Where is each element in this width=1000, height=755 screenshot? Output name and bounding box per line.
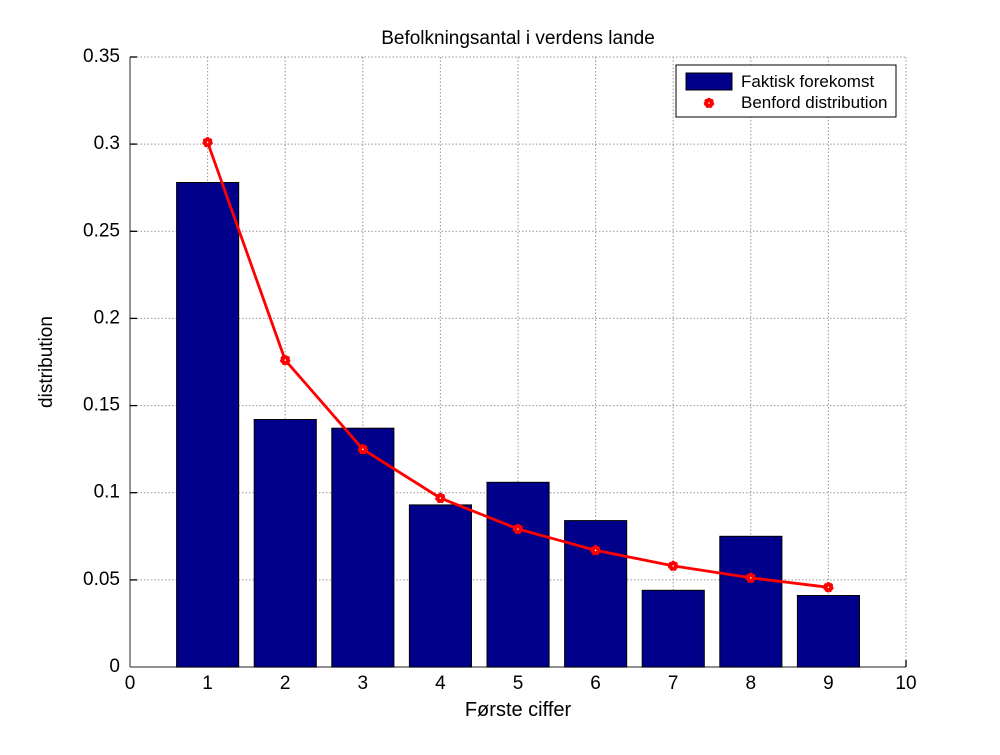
svg-text:6: 6 (590, 673, 601, 694)
svg-text:Benford distribution: Benford distribution (741, 93, 887, 112)
svg-text:0.3: 0.3 (94, 133, 120, 154)
svg-text:9: 9 (823, 673, 834, 694)
svg-text:7: 7 (668, 673, 679, 694)
svg-text:distribution: distribution (36, 316, 57, 408)
svg-text:0.15: 0.15 (83, 395, 120, 416)
svg-text:0.2: 0.2 (94, 307, 120, 328)
svg-text:8: 8 (746, 673, 757, 694)
svg-text:4: 4 (435, 673, 446, 694)
svg-text:10: 10 (895, 673, 916, 694)
svg-text:3: 3 (358, 673, 369, 694)
svg-text:0.35: 0.35 (83, 46, 120, 67)
svg-text:0: 0 (125, 673, 136, 694)
svg-text:Faktisk forekomst: Faktisk forekomst (741, 72, 874, 91)
svg-text:Befolkningsantal i verdens lan: Befolkningsantal i verdens lande (381, 28, 655, 49)
svg-text:0.1: 0.1 (94, 482, 120, 503)
svg-text:Første ciffer: Første ciffer (465, 699, 572, 721)
svg-text:0: 0 (109, 656, 120, 677)
svg-text:5: 5 (513, 673, 524, 694)
svg-text:1: 1 (202, 673, 213, 694)
svg-text:0.25: 0.25 (83, 220, 120, 241)
svg-text:2: 2 (280, 673, 291, 694)
svg-text:0.05: 0.05 (83, 569, 120, 590)
